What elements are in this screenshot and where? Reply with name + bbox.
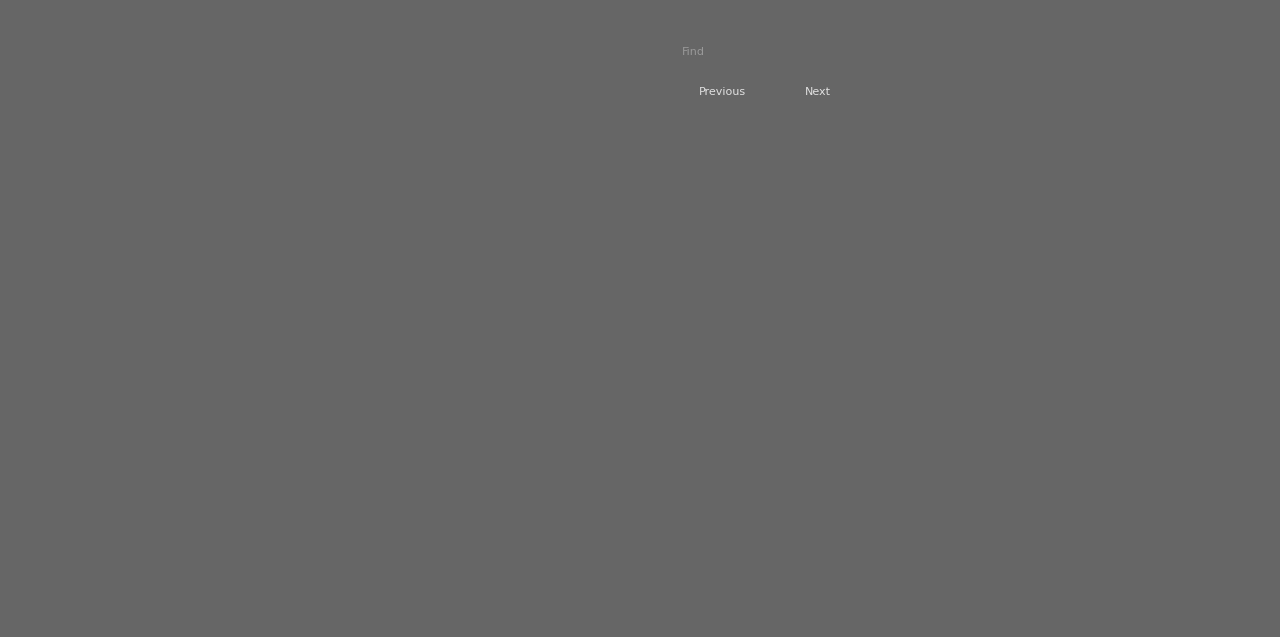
Bar [672,8,868,36]
Ellipse shape [824,454,852,512]
Ellipse shape [749,198,771,258]
Ellipse shape [753,364,772,406]
Bar [878,286,892,314]
Text: Change: Change [969,263,1009,273]
Ellipse shape [782,377,788,393]
Ellipse shape [755,457,781,513]
Ellipse shape [550,457,600,522]
Ellipse shape [678,194,701,259]
Ellipse shape [406,174,424,186]
Text: charging system
overview: charging system overview [76,438,170,460]
Ellipse shape [840,374,850,396]
Text: Find: Find [682,47,705,57]
Ellipse shape [819,369,833,401]
Ellipse shape [778,369,792,401]
Text: Convert PDF Files to Word
or Excel Online: Convert PDF Files to Word or Excel Onlin… [905,83,1039,107]
Ellipse shape [644,473,655,497]
Ellipse shape [558,376,566,394]
Text: ≡: ≡ [41,29,51,39]
Text: Retaining Ring: Retaining Ring [466,93,556,171]
Ellipse shape [800,375,809,394]
Bar [677,41,863,63]
Ellipse shape [832,470,845,496]
Ellipse shape [621,194,649,262]
Bar [552,432,868,530]
Text: brakes: brakes [58,280,96,290]
Ellipse shape [696,377,704,393]
Text: Plug: Plug [317,93,349,161]
Text: Select File: Select File [1050,355,1123,368]
Ellipse shape [756,375,767,396]
Ellipse shape [731,366,749,404]
Bar [227,256,241,284]
Bar [230,0,238,52]
Bar [291,615,870,633]
Ellipse shape [344,371,356,399]
Text: 8,50 x 10,00 in: 8,50 x 10,00 in [248,617,326,627]
Ellipse shape [698,475,707,495]
Text: ◀: ◀ [265,621,270,627]
Text: cabin air filter: cabin air filter [58,312,138,322]
Text: Document Language:: Document Language: [905,245,1018,255]
Ellipse shape [369,206,381,215]
Text: G96C18707: G96C18707 [285,483,347,493]
Text: Spring: Spring [472,340,508,382]
Bar [29,58,241,121]
Text: Find: Find [682,15,709,28]
Bar [879,20,890,60]
Ellipse shape [800,201,820,255]
Text: Stopper
Washer: Stopper Washer [662,389,707,447]
Ellipse shape [710,213,722,243]
Bar [265,345,881,425]
Ellipse shape [637,457,663,513]
Bar [493,615,534,633]
Text: ×: × [854,15,865,29]
Text: Piston Cup: Piston Cup [526,450,585,486]
Ellipse shape [705,200,727,256]
Circle shape [367,91,383,99]
Ellipse shape [396,373,404,397]
Ellipse shape [791,475,799,495]
Ellipse shape [652,202,677,262]
Ellipse shape [692,463,710,507]
Ellipse shape [739,474,749,496]
Bar [241,0,890,606]
Text: ▶: ▶ [97,31,102,37]
Text: ▶: ▶ [881,295,888,305]
Ellipse shape [407,245,422,255]
Ellipse shape [468,222,488,272]
Text: Edit PDF: Edit PDF [937,452,989,464]
Ellipse shape [728,201,748,259]
Text: brake fluids: brake fluids [58,217,124,227]
Text: ∨: ∨ [1257,218,1263,228]
Ellipse shape [271,360,300,410]
Text: cruise contro: cruise contro [58,375,133,385]
Bar [445,120,876,335]
Ellipse shape [632,367,648,403]
Text: ▼: ▼ [855,48,861,57]
Text: ∨: ∨ [32,410,38,419]
Bar [905,212,1266,234]
Text: Adobe Export PDF: Adobe Export PDF [905,62,1032,75]
Text: ▲: ▲ [882,32,887,38]
Ellipse shape [369,236,381,244]
Ellipse shape [678,377,686,393]
Ellipse shape [852,460,872,506]
Bar [1242,64,1256,78]
Text: Connector: Connector [357,43,419,101]
Text: ∨: ∨ [1254,402,1262,412]
Ellipse shape [655,375,666,396]
Text: ▲: ▲ [232,53,237,59]
Ellipse shape [352,250,369,259]
Bar [672,36,868,108]
Ellipse shape [627,210,643,247]
Ellipse shape [732,214,744,246]
Ellipse shape [585,195,614,265]
Ellipse shape [225,235,255,325]
Ellipse shape [351,149,369,161]
Ellipse shape [316,367,334,403]
Circle shape [323,96,338,104]
Text: electricals: electricals [58,406,116,417]
Ellipse shape [530,364,550,406]
